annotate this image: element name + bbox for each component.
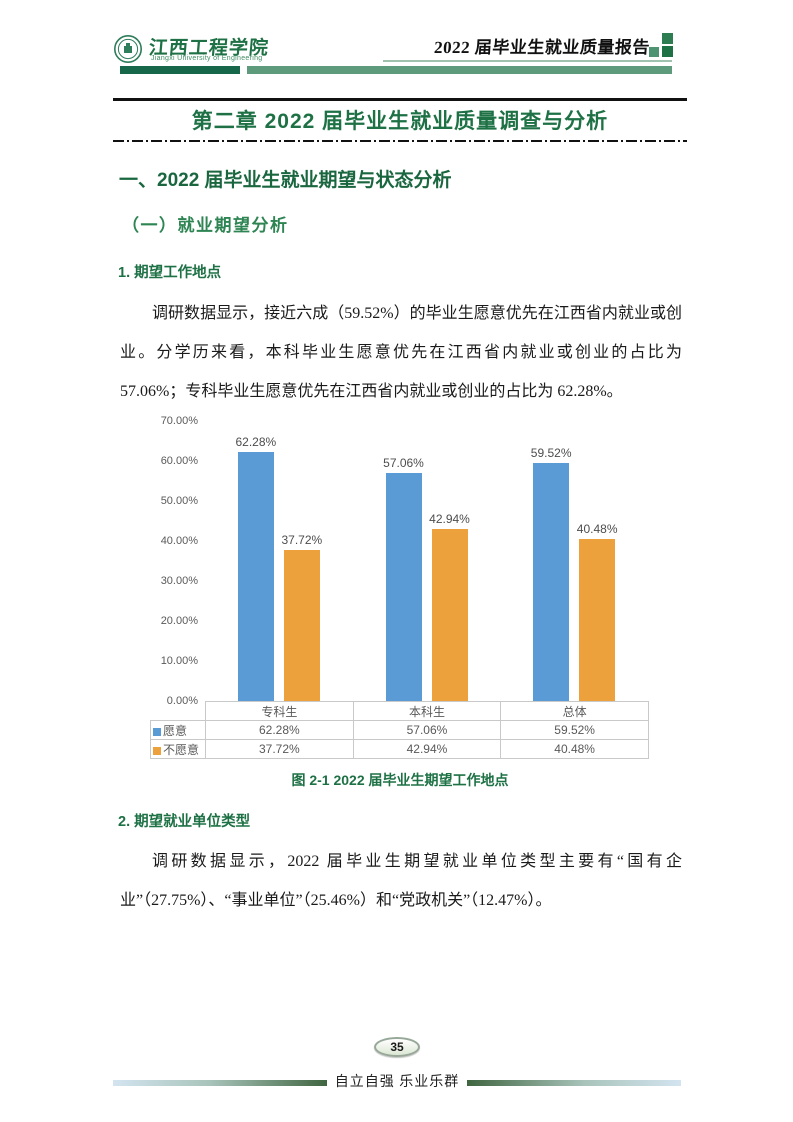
bar-value-label: 57.06% — [383, 456, 424, 470]
legend-swatch-icon — [153, 746, 161, 755]
table-corner-cell — [151, 702, 206, 721]
footer-motto: 自立自强 乐业乐群 — [334, 1075, 460, 1090]
chart-bar — [385, 473, 422, 701]
chart-bar — [237, 452, 274, 701]
bar-value-label: 59.52% — [530, 446, 572, 460]
legend-swatch-icon — [153, 727, 161, 736]
y-axis-tick-label: 10.00% — [160, 655, 198, 667]
header-bar-light — [247, 66, 672, 74]
chapter-title: 第二章 2022 届毕业生就业质量调查与分析 — [191, 110, 609, 133]
bar-value-label: 62.28% — [235, 435, 277, 449]
y-axis-tick-label: 30.00% — [160, 575, 198, 587]
table-value-cell: 57.06% — [352, 720, 502, 740]
footer-bar-left — [113, 1080, 327, 1086]
table-value-cell: 37.72% — [205, 739, 354, 759]
deco-square-icon — [662, 46, 673, 57]
chart-bar — [533, 463, 570, 701]
subsection-heading: （一）就业期望分析 — [122, 216, 289, 235]
category-label: 专科生 — [205, 701, 354, 721]
page-number-badge: 35 — [374, 1037, 420, 1057]
y-axis-tick-label: 50.00% — [160, 495, 198, 507]
chapter-rule-dashdot — [113, 140, 687, 142]
y-axis-tick-label: 20.00% — [160, 615, 198, 627]
legend-label: 不愿意 — [150, 739, 206, 759]
legend-label: 愿意 — [150, 720, 206, 740]
deco-square-icon — [662, 33, 673, 44]
table-value-cell: 42.94% — [352, 739, 502, 759]
chart-bar — [431, 529, 468, 701]
category-label: 总体 — [500, 701, 649, 721]
bar-value-label: 37.72% — [281, 533, 323, 547]
figure-caption: 图 2-1 2022 届毕业生期望工作地点 — [291, 772, 509, 788]
footer-bar-right — [467, 1080, 681, 1086]
item1-heading: 1. 期望工作地点 — [118, 265, 222, 281]
header-bar-dark — [120, 66, 240, 74]
table-value-cell: 59.52% — [500, 720, 649, 740]
table-value-cell: 40.48% — [500, 739, 649, 759]
y-axis-tick-label: 40.00% — [160, 535, 198, 547]
report-title: 2022 届毕业生就业质量报告 — [433, 38, 651, 57]
category-label: 本科生 — [352, 701, 502, 721]
bar-value-label: 42.94% — [429, 512, 470, 526]
bar-chart: 70.00% 60.00% 50.00% 40.00% 30.00% 20.00% 10.0… — [150, 412, 660, 764]
university-name-en: Jiangxi University of Engineering — [151, 55, 263, 62]
section-heading: 一、2022 届毕业生就业期望与状态分析 — [119, 170, 452, 191]
y-axis-tick-label: 60.00% — [160, 455, 198, 467]
item2-heading: 2. 期望就业单位类型 — [118, 814, 251, 830]
y-axis-tick-label: 0.00% — [166, 695, 198, 707]
chart-legend-table: 专科生 本科生 总体愿意 62.28% 57.06% 59.52% 不愿意 37.72% 42.… — [150, 701, 649, 759]
bar-value-label: 40.48% — [576, 522, 618, 536]
paragraph-2: 调研数据显示，2022 届毕业生期望就业单位类型主要有“国有企业”（27.75%… — [120, 853, 682, 909]
paragraph-1: 调研数据显示，接近六成（59.52%）的毕业生愿意优先在江西省内就业或创业。分学… — [120, 305, 682, 400]
table-value-cell: 62.28% — [205, 720, 354, 740]
chart-bar — [283, 550, 320, 701]
chapter-rule-top — [113, 98, 687, 101]
chart-bar — [579, 539, 616, 701]
header-thin-rule — [383, 60, 672, 62]
y-axis-tick-label: 70.00% — [160, 415, 198, 427]
deco-square-icon — [649, 47, 659, 57]
university-seal-icon — [113, 34, 143, 69]
